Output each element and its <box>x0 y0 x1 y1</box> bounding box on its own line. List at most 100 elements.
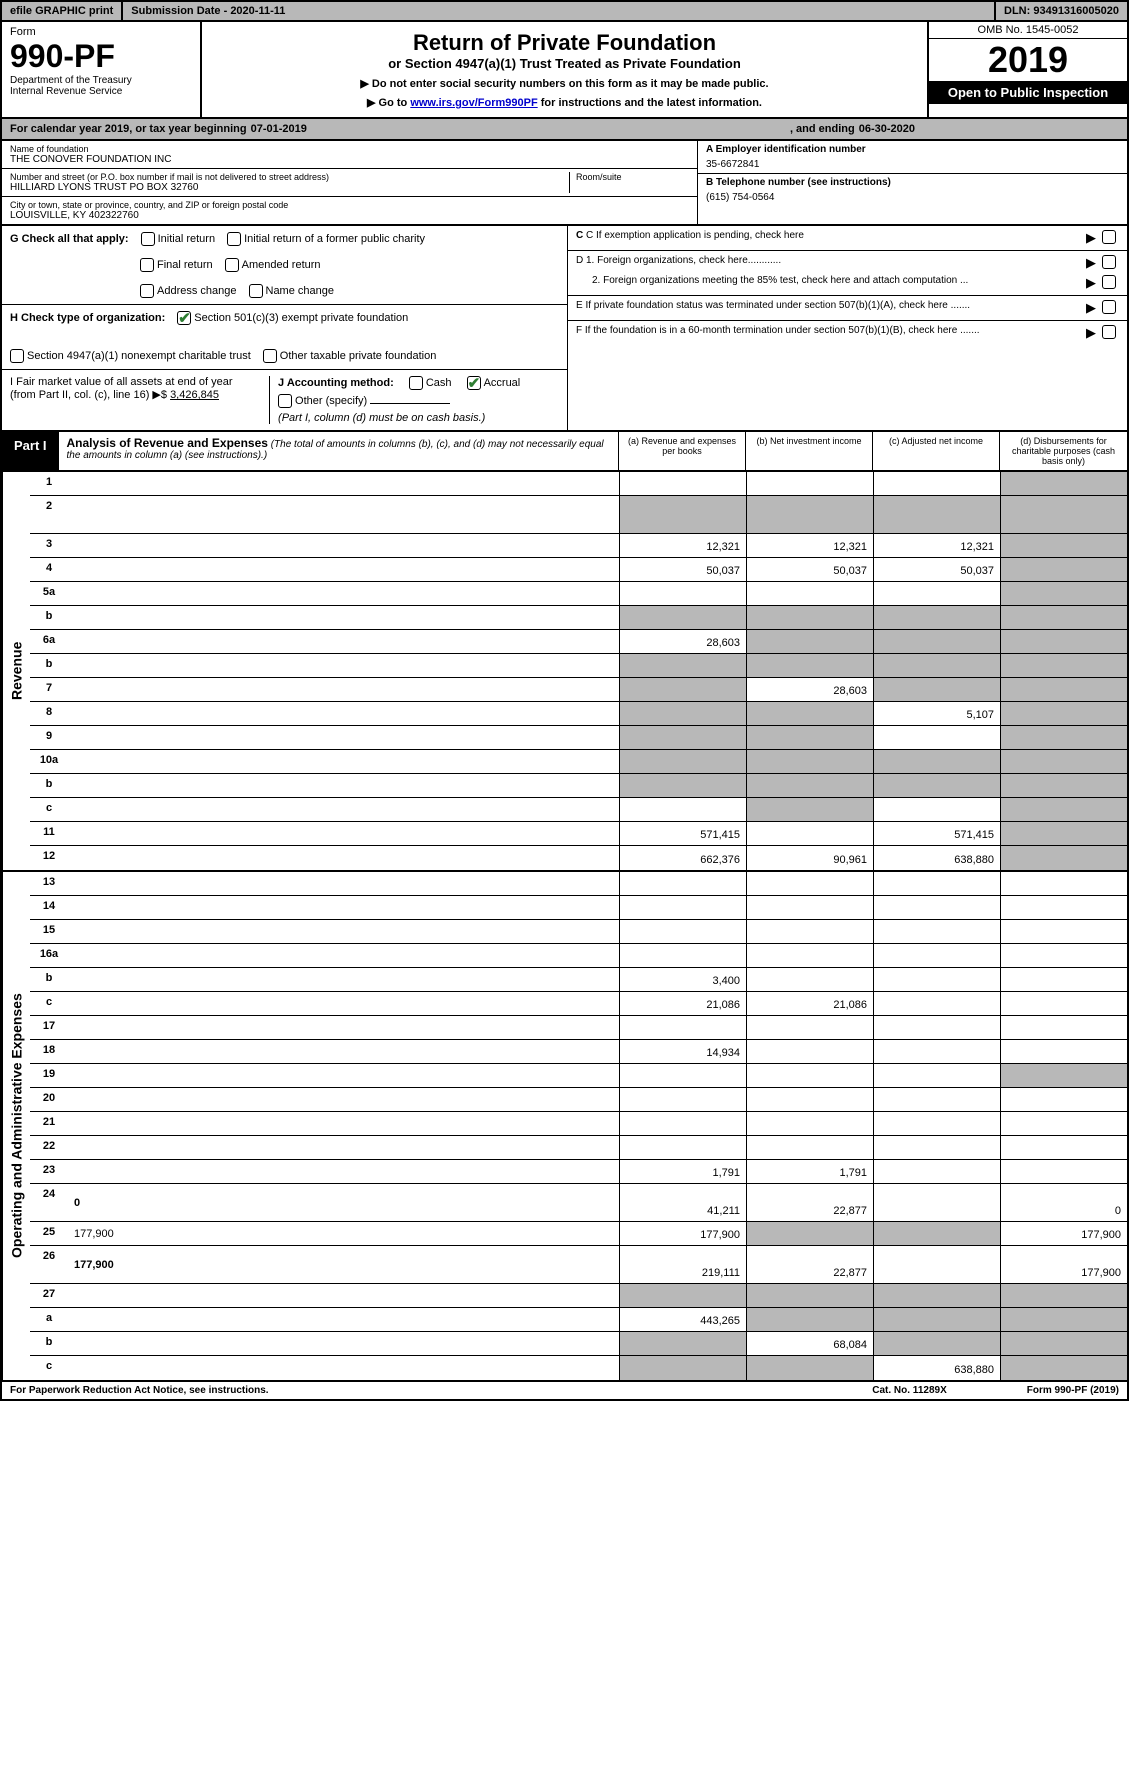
cell-a <box>619 872 746 895</box>
row-desc: 0 <box>68 1184 619 1221</box>
city-cell: City or town, state or province, country… <box>2 197 697 224</box>
cell-a <box>619 1136 746 1159</box>
cb-e[interactable] <box>1102 300 1116 314</box>
cb-other-acct[interactable] <box>278 394 292 408</box>
cell-a <box>619 702 746 725</box>
cb-accrual[interactable] <box>467 376 481 390</box>
row-desc <box>68 872 619 895</box>
checks-right: C C If exemption application is pending,… <box>567 226 1127 430</box>
cell-d: 177,900 <box>1000 1246 1127 1283</box>
cell-a <box>619 920 746 943</box>
row-num: 9 <box>30 726 68 749</box>
row-desc <box>68 534 619 557</box>
cell-b: 22,877 <box>746 1184 873 1221</box>
row-num: 5a <box>30 582 68 605</box>
cb-c[interactable] <box>1102 230 1116 244</box>
tel-cell: B Telephone number (see instructions) (6… <box>698 174 1127 206</box>
dln: DLN: 93491316005020 <box>996 2 1127 20</box>
table-row: 13 <box>30 872 1127 896</box>
cell-b: 50,037 <box>746 558 873 581</box>
cell-a: 3,400 <box>619 968 746 991</box>
ij-row: I Fair market value of all assets at end… <box>2 370 567 430</box>
foundation-name-cell: Name of foundation THE CONOVER FOUNDATIO… <box>2 141 697 169</box>
table-row: 22 <box>30 1136 1127 1160</box>
table-row: 9 <box>30 726 1127 750</box>
e-row: E If private foundation status was termi… <box>568 296 1127 321</box>
row-num: 17 <box>30 1016 68 1039</box>
cell-a <box>619 1088 746 1111</box>
table-row: b <box>30 774 1127 798</box>
cell-a: 12,321 <box>619 534 746 557</box>
cell-d: 177,900 <box>1000 1222 1127 1245</box>
row-desc <box>68 1284 619 1307</box>
cell-d <box>1000 846 1127 870</box>
f-row: F If the foundation is in a 60-month ter… <box>568 321 1127 345</box>
row-num: 12 <box>30 846 68 870</box>
cell-b <box>746 1284 873 1307</box>
row-desc <box>68 944 619 967</box>
cb-initial[interactable] <box>141 232 155 246</box>
cb-name[interactable] <box>249 284 263 298</box>
row-desc <box>68 606 619 629</box>
table-row: 1814,934 <box>30 1040 1127 1064</box>
cb-501c3[interactable] <box>177 311 191 325</box>
checks-left: G Check all that apply: Initial return I… <box>2 226 567 430</box>
cell-b <box>746 798 873 821</box>
cell-b: 22,877 <box>746 1246 873 1283</box>
ein-cell: A Employer identification number 35-6672… <box>698 141 1127 174</box>
cell-b <box>746 750 873 773</box>
header-right: OMB No. 1545-0052 2019 Open to Public In… <box>927 22 1127 117</box>
cell-c <box>873 630 1000 653</box>
cb-address[interactable] <box>140 284 154 298</box>
footer-right: Form 990-PF (2019) <box>1027 1385 1119 1396</box>
table-row: 10a <box>30 750 1127 774</box>
cb-cash[interactable] <box>409 376 423 390</box>
cell-c <box>873 582 1000 605</box>
cb-other-tax[interactable] <box>263 349 277 363</box>
irs-link[interactable]: www.irs.gov/Form990PF <box>410 97 537 109</box>
cell-b <box>746 496 873 533</box>
row-desc <box>68 774 619 797</box>
cell-b <box>746 1356 873 1380</box>
cb-final[interactable] <box>140 258 154 272</box>
cell-b: 12,321 <box>746 534 873 557</box>
row-num: 27 <box>30 1284 68 1307</box>
row-num: c <box>30 798 68 821</box>
table-row: 6a28,603 <box>30 630 1127 654</box>
cb-4947[interactable] <box>10 349 24 363</box>
cb-d2[interactable] <box>1102 275 1116 289</box>
table-row: 27 <box>30 1284 1127 1308</box>
row-desc <box>68 896 619 919</box>
info-left: Name of foundation THE CONOVER FOUNDATIO… <box>2 141 697 224</box>
cell-d <box>1000 558 1127 581</box>
cb-f[interactable] <box>1102 325 1116 339</box>
cell-d <box>1000 774 1127 797</box>
expense-table: Operating and Administrative Expenses 13… <box>0 872 1129 1382</box>
cell-d <box>1000 1040 1127 1063</box>
cell-d: 0 <box>1000 1184 1127 1221</box>
row-desc <box>68 630 619 653</box>
ein: 35-6672841 <box>706 155 1119 170</box>
cell-b: 28,603 <box>746 678 873 701</box>
row-num: c <box>30 992 68 1015</box>
cell-b <box>746 1064 873 1087</box>
cell-d <box>1000 1112 1127 1135</box>
cb-initial-former[interactable] <box>227 232 241 246</box>
row-num: 21 <box>30 1112 68 1135</box>
cell-d <box>1000 822 1127 845</box>
row-desc <box>68 1136 619 1159</box>
cell-d <box>1000 472 1127 495</box>
table-row: b68,084 <box>30 1332 1127 1356</box>
cell-d <box>1000 702 1127 725</box>
irs: Internal Revenue Service <box>10 86 192 97</box>
row-desc <box>68 1332 619 1355</box>
cb-amended[interactable] <box>225 258 239 272</box>
row-num: b <box>30 654 68 677</box>
cell-d <box>1000 992 1127 1015</box>
header-left: Form 990-PF Department of the Treasury I… <box>2 22 202 117</box>
revenue-rows: 12312,32112,32112,321450,03750,03750,037… <box>30 472 1127 870</box>
cell-b: 68,084 <box>746 1332 873 1355</box>
cell-d <box>1000 582 1127 605</box>
cb-d1[interactable] <box>1102 255 1116 269</box>
table-row: 12662,37690,961638,880 <box>30 846 1127 870</box>
